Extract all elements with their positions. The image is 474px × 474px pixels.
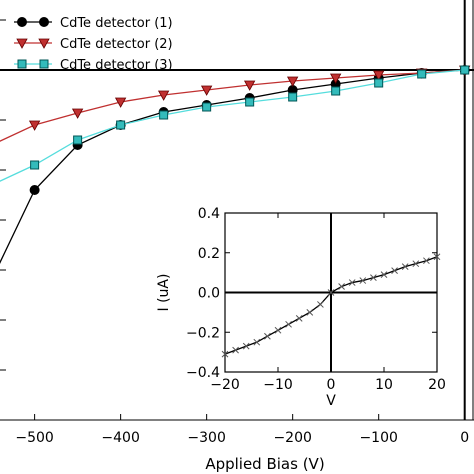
legend-marker bbox=[16, 38, 28, 49]
data-point bbox=[73, 135, 83, 145]
series-3 bbox=[0, 65, 470, 182]
data-point bbox=[28, 120, 41, 131]
inset-x-axis-label: V bbox=[326, 393, 336, 409]
data-point bbox=[373, 70, 385, 81]
inset-data-point bbox=[285, 320, 292, 328]
inset-x-tick-label: 20 bbox=[428, 377, 446, 393]
data-point bbox=[159, 110, 169, 120]
inset-y-tick-label: −0.4 bbox=[186, 365, 220, 381]
data-point bbox=[329, 73, 342, 84]
inset-x-tick-label: 10 bbox=[375, 377, 393, 393]
data-point bbox=[288, 92, 298, 102]
x-tick-label: −400 bbox=[101, 430, 139, 446]
inset-data-point bbox=[433, 253, 441, 261]
data-point bbox=[30, 160, 40, 170]
inset-y-tick-label: 0.4 bbox=[198, 206, 220, 222]
inset-x-tick-label: −20 bbox=[210, 377, 240, 393]
data-point bbox=[417, 69, 427, 79]
inset-data-point bbox=[221, 350, 229, 358]
series-line bbox=[0, 69, 465, 182]
data-point bbox=[200, 85, 213, 96]
inset-y-tick-label: 0.2 bbox=[198, 246, 220, 262]
inset-y-tick-label: −0.2 bbox=[186, 325, 220, 341]
legend-marker bbox=[39, 59, 49, 69]
series-line bbox=[0, 69, 465, 142]
inset-data-point bbox=[274, 326, 282, 334]
inset-data-point bbox=[327, 289, 335, 296]
inset-data-point bbox=[317, 301, 324, 308]
legend-label: CdTe detector (3) bbox=[60, 58, 173, 73]
inset-x-tick-label: 0 bbox=[327, 377, 336, 393]
inset-data-point bbox=[338, 283, 345, 290]
data-point bbox=[460, 65, 470, 75]
inset-data-point bbox=[370, 274, 377, 281]
data-point bbox=[114, 97, 127, 108]
data-point bbox=[243, 80, 256, 91]
inset-data-point bbox=[264, 332, 271, 340]
inset-data-point bbox=[253, 338, 261, 346]
inset-data-point bbox=[423, 257, 430, 265]
inset-data-point bbox=[359, 277, 367, 284]
legend-marker bbox=[38, 38, 50, 49]
x-tick-label: −100 bbox=[359, 430, 397, 446]
inset-plot: −20 −10 0 10 20 −0.4 −0.2 0.0 0.2 0.4 V I (uA) bbox=[156, 206, 446, 409]
inset-data-point bbox=[401, 263, 409, 271]
inset-x-tick-label: −10 bbox=[263, 377, 293, 393]
data-point bbox=[286, 76, 299, 87]
inset-data-point bbox=[232, 346, 239, 354]
x-tick-label: −500 bbox=[15, 430, 53, 446]
inset-data-point bbox=[242, 342, 250, 350]
inset-y-axis-label: I (uA) bbox=[156, 274, 172, 312]
legend-marker bbox=[17, 59, 27, 69]
data-point bbox=[202, 102, 212, 112]
data-point bbox=[331, 86, 341, 96]
legend-label: CdTe detector (1) bbox=[60, 16, 173, 31]
legend-label: CdTe detector (2) bbox=[60, 37, 173, 52]
inset-y-tick-label: 0.0 bbox=[198, 286, 220, 302]
data-point bbox=[374, 78, 384, 88]
legend-marker bbox=[17, 17, 27, 27]
inset-data-point bbox=[412, 260, 420, 268]
inset-series bbox=[221, 253, 441, 358]
x-axis-label: Applied Bias (V) bbox=[205, 455, 324, 473]
x-tick-label: 0 bbox=[460, 430, 469, 446]
legend: CdTe detector (1) CdTe detector (2) CdTe d… bbox=[14, 16, 173, 73]
inset-data-point bbox=[380, 271, 388, 278]
data-point bbox=[116, 120, 126, 130]
legend-marker bbox=[39, 17, 49, 27]
data-point bbox=[71, 108, 84, 119]
inset-data-point bbox=[295, 314, 303, 322]
data-point bbox=[245, 97, 255, 107]
inset-data-point bbox=[306, 309, 314, 316]
inset-data-point bbox=[348, 279, 356, 286]
data-point bbox=[157, 90, 170, 101]
inset-data-point bbox=[391, 267, 398, 274]
x-tick-label: −300 bbox=[187, 430, 225, 446]
data-point bbox=[29, 185, 40, 195]
series-2 bbox=[0, 65, 471, 142]
x-tick-label: −200 bbox=[273, 430, 311, 446]
